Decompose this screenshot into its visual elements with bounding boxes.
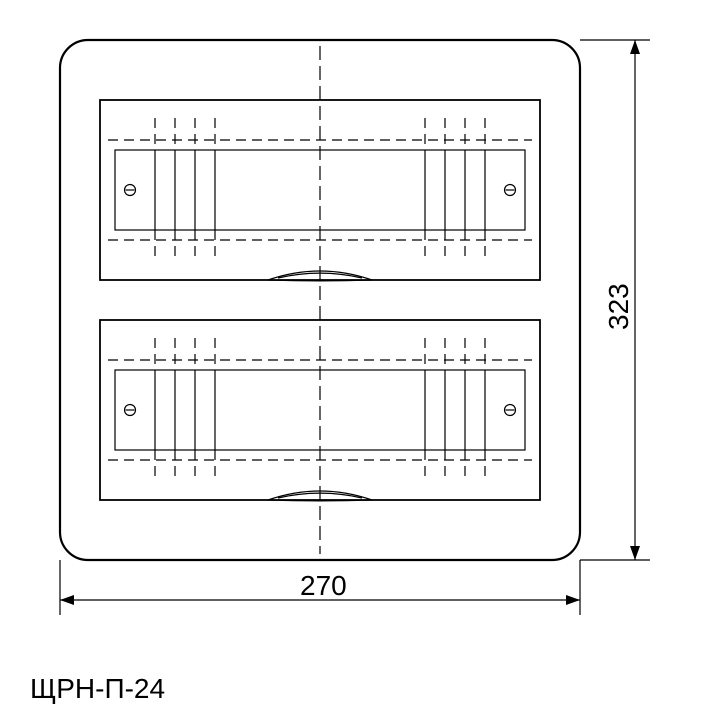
drawing-title: ЩРН-П-24 bbox=[30, 673, 165, 704]
dim-arrow bbox=[630, 40, 640, 54]
dim-arrow bbox=[566, 595, 580, 605]
dim-width-value: 270 bbox=[300, 570, 347, 601]
dim-arrow bbox=[630, 546, 640, 560]
dim-height-value: 323 bbox=[603, 283, 634, 330]
dim-arrow bbox=[60, 595, 74, 605]
technical-drawing: 270 323 ЩРН-П-24 bbox=[0, 0, 710, 710]
